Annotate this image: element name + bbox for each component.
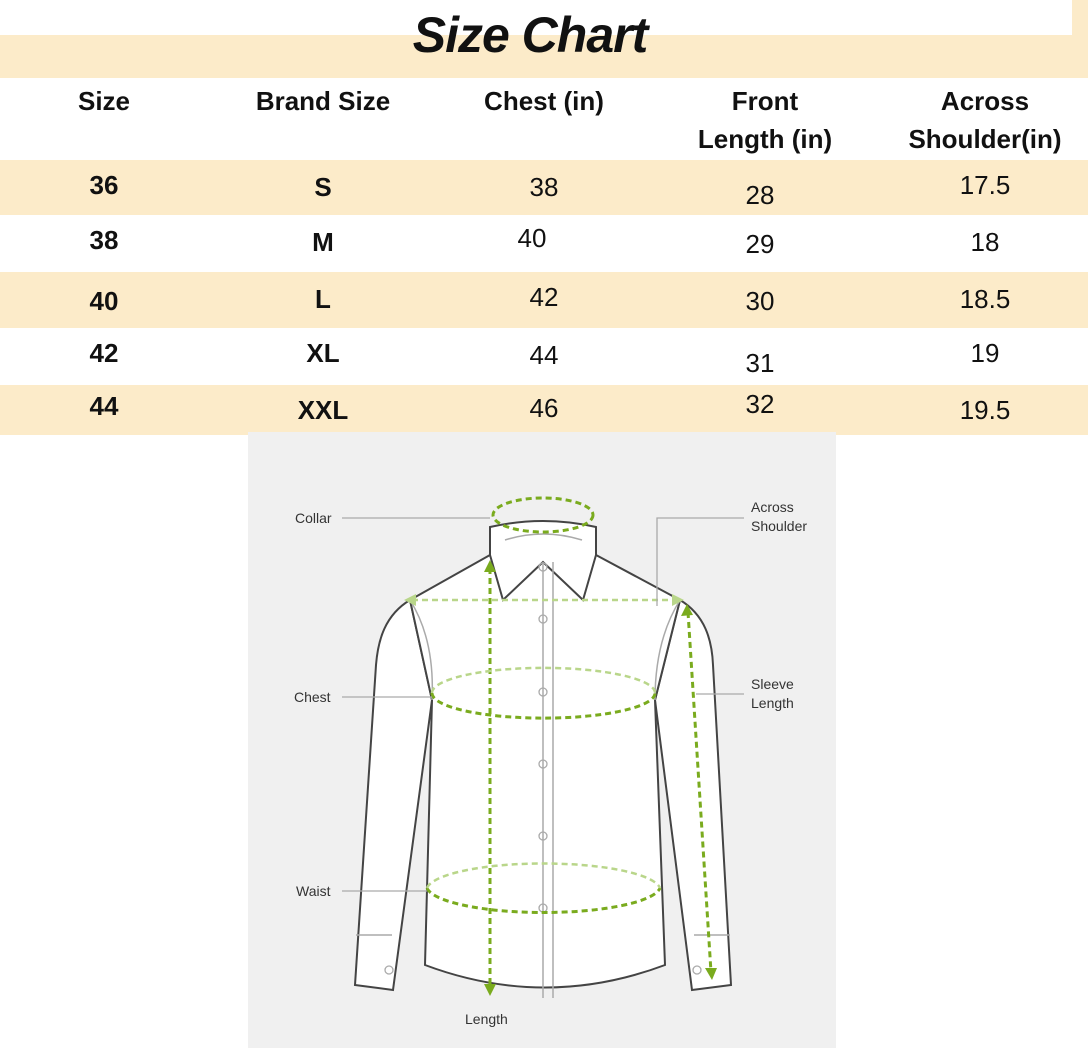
table-cell: 44 [529, 340, 559, 370]
table-cell: 30 [745, 286, 775, 316]
table-cell: 19 [970, 338, 1000, 368]
title-band: Size Chart [0, 0, 1088, 78]
table-header: Size Brand Size Chest (in) Front Length … [0, 78, 1088, 160]
table-cell: L [315, 284, 331, 314]
table-row: 40 L 42 30 18.5 [0, 272, 1088, 328]
table-cell: 18.5 [959, 284, 1011, 314]
table-cell: 31 [745, 348, 775, 378]
table-cell: 28 [745, 180, 775, 210]
table-row: 38 M 40 29 18 [0, 215, 1088, 272]
table-cell: 46 [529, 393, 559, 423]
table-cell: 29 [745, 229, 775, 259]
label-chest: Chest [294, 689, 331, 705]
shirt-measurement-diagram: Collar Chest Waist Length Across Shoulde… [248, 432, 836, 1048]
page-title: Size Chart [412, 7, 649, 63]
table-cell: 40 [517, 223, 547, 253]
table-cell: M [312, 227, 334, 257]
table-cell: 18 [970, 227, 1000, 257]
table-cell: 42 [529, 282, 559, 312]
table-cell: 32 [745, 389, 775, 419]
label-collar: Collar [295, 510, 332, 526]
table-cell: XL [306, 338, 340, 368]
header-chest: Chest (in) [484, 86, 604, 116]
table-cell: 42 [89, 338, 119, 368]
header-front-length: Front Length (in) [697, 86, 833, 154]
label-across-shoulder: Across Shoulder [751, 499, 808, 534]
table-cell: 36 [89, 170, 119, 200]
table-row: 44 XXL 46 32 19.5 [0, 385, 1088, 435]
label-length: Length [465, 1011, 508, 1027]
table-cell: 19.5 [959, 395, 1011, 425]
table-cell: 40 [89, 286, 119, 316]
table-cell: 44 [89, 391, 119, 421]
header-size: Size [77, 86, 131, 116]
label-waist: Waist [296, 883, 331, 899]
table-cell: 38 [529, 172, 559, 202]
table-row: 36 S 38 28 17.5 [0, 160, 1088, 215]
header-across-shoulder: Across Shoulder(in) [908, 86, 1062, 154]
shirt-illustration [342, 496, 744, 998]
table-row: 42 XL 44 31 19 [0, 328, 1088, 385]
table-cell: 17.5 [959, 170, 1011, 200]
table-cell: 38 [89, 225, 119, 255]
header-brand-size: Brand Size [255, 86, 391, 116]
label-sleeve-length: Sleeve Length [751, 676, 794, 711]
table-cell: XXL [297, 395, 349, 425]
table-cell: S [314, 172, 332, 202]
